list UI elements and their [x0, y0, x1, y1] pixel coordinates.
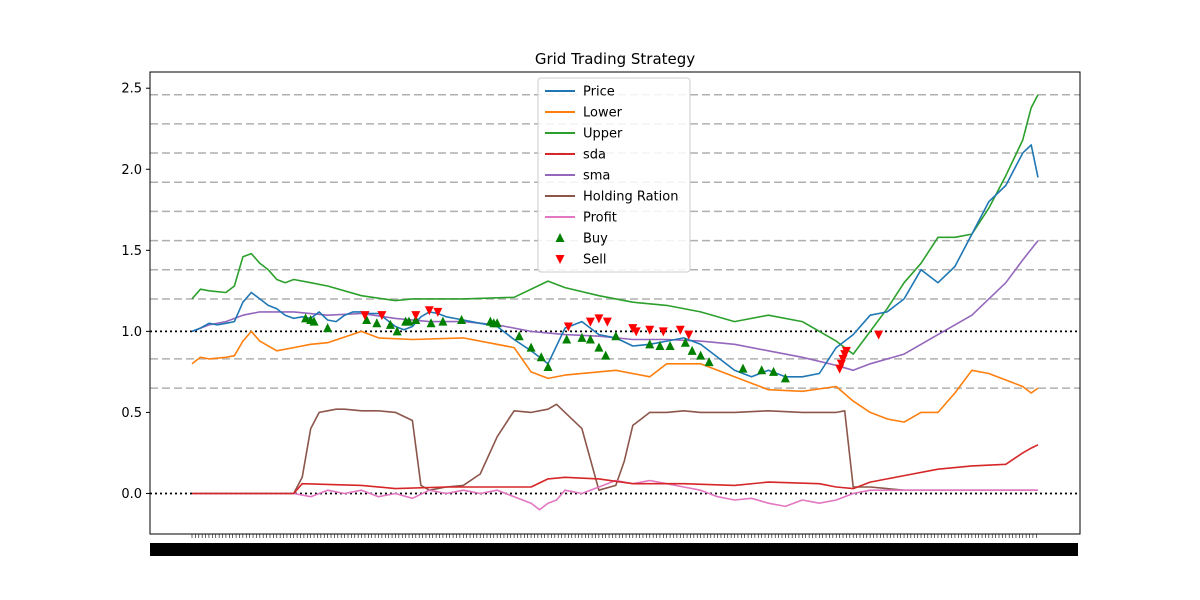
sell-marker	[658, 327, 668, 337]
buy-marker	[611, 331, 621, 341]
buy-marker	[301, 313, 311, 323]
legend-box	[537, 77, 691, 273]
buy-marker	[362, 315, 372, 325]
legend-buy-icon	[555, 233, 565, 242]
legend-label: sda	[583, 148, 606, 163]
buy-marker	[655, 340, 665, 350]
buy-marker	[645, 339, 655, 349]
sell-marker	[594, 314, 604, 324]
sell-marker	[602, 317, 612, 327]
y-tick-label: 2.5	[121, 82, 142, 97]
y-tick-label: 0.5	[121, 406, 142, 421]
legend-label: Sell	[583, 253, 606, 268]
buy-marker	[687, 345, 697, 355]
buy-marker	[543, 362, 553, 372]
buy-marker	[680, 337, 690, 347]
series-line-lower	[191, 330, 1039, 423]
sell-marker	[360, 311, 370, 321]
buy-marker	[585, 334, 595, 344]
buy-marker	[323, 323, 333, 333]
sell-marker	[874, 330, 884, 340]
legend-label: Buy	[583, 232, 608, 247]
buy-marker	[757, 365, 767, 375]
buy-marker	[526, 342, 536, 352]
buy-marker	[738, 363, 748, 373]
buy-marker	[514, 331, 524, 341]
x-axis-ticks	[150, 534, 1078, 556]
sell-marker	[433, 307, 443, 317]
buy-marker	[562, 334, 572, 344]
buy-marker	[457, 315, 467, 325]
y-tick-label: 0.0	[121, 487, 142, 502]
sell-marker	[411, 311, 421, 321]
legend: Price Lower Upper sda sma Holding Ration Profi…	[537, 77, 691, 273]
buy-marker	[769, 366, 779, 376]
buy-marker	[438, 316, 448, 326]
series-line-upper	[191, 94, 1039, 355]
sell-marker	[377, 311, 387, 321]
sell-marker	[675, 325, 685, 335]
buy-marker	[696, 350, 706, 360]
buy-marker	[392, 326, 402, 336]
sell-marker	[631, 327, 641, 337]
buy-marker	[780, 373, 790, 383]
buy-marker	[385, 319, 395, 329]
buy-marker	[704, 357, 714, 367]
plot-frame	[149, 71, 1081, 535]
series-line-sma	[191, 240, 1039, 372]
chart-title: Grid Trading Strategy	[535, 50, 695, 68]
y-axis-ticks: 0.0 0.5 1.0 1.5 2.0 2.5	[121, 82, 150, 502]
legend-label: Price	[583, 85, 615, 100]
legend-label: Upper	[583, 127, 623, 142]
buy-marker	[309, 316, 319, 326]
series-line-sda	[192, 444, 1039, 495]
series-line-profit	[192, 479, 1038, 511]
trade-markers	[301, 306, 884, 383]
sell-marker	[841, 346, 851, 356]
y-tick-label: 1.0	[121, 325, 142, 340]
legend-label: Lower	[583, 106, 623, 121]
legend-label: Holding Ration	[583, 190, 678, 205]
buy-marker	[372, 318, 382, 328]
buy-marker	[404, 316, 414, 326]
buy-marker	[536, 352, 546, 362]
y-tick-label: 2.0	[121, 163, 142, 178]
legend-label: sma	[583, 169, 610, 184]
legend-sell-icon	[555, 255, 565, 264]
y-tick-label: 1.5	[121, 244, 142, 259]
buy-marker	[665, 340, 675, 350]
buy-marker	[577, 332, 587, 342]
sell-marker	[585, 317, 595, 327]
buy-marker	[601, 350, 611, 360]
reference-lines	[150, 330, 1080, 495]
sell-marker	[684, 330, 694, 340]
x-tick-labels-overlap	[150, 543, 1078, 556]
grid-lines	[150, 93, 1080, 389]
series-lines	[191, 94, 1039, 511]
sell-marker	[645, 325, 655, 335]
legend-label: Profit	[583, 211, 617, 226]
buy-marker	[426, 318, 436, 328]
sell-marker	[563, 322, 573, 332]
buy-marker	[492, 318, 502, 328]
buy-marker	[594, 342, 604, 352]
sell-marker	[424, 306, 434, 316]
